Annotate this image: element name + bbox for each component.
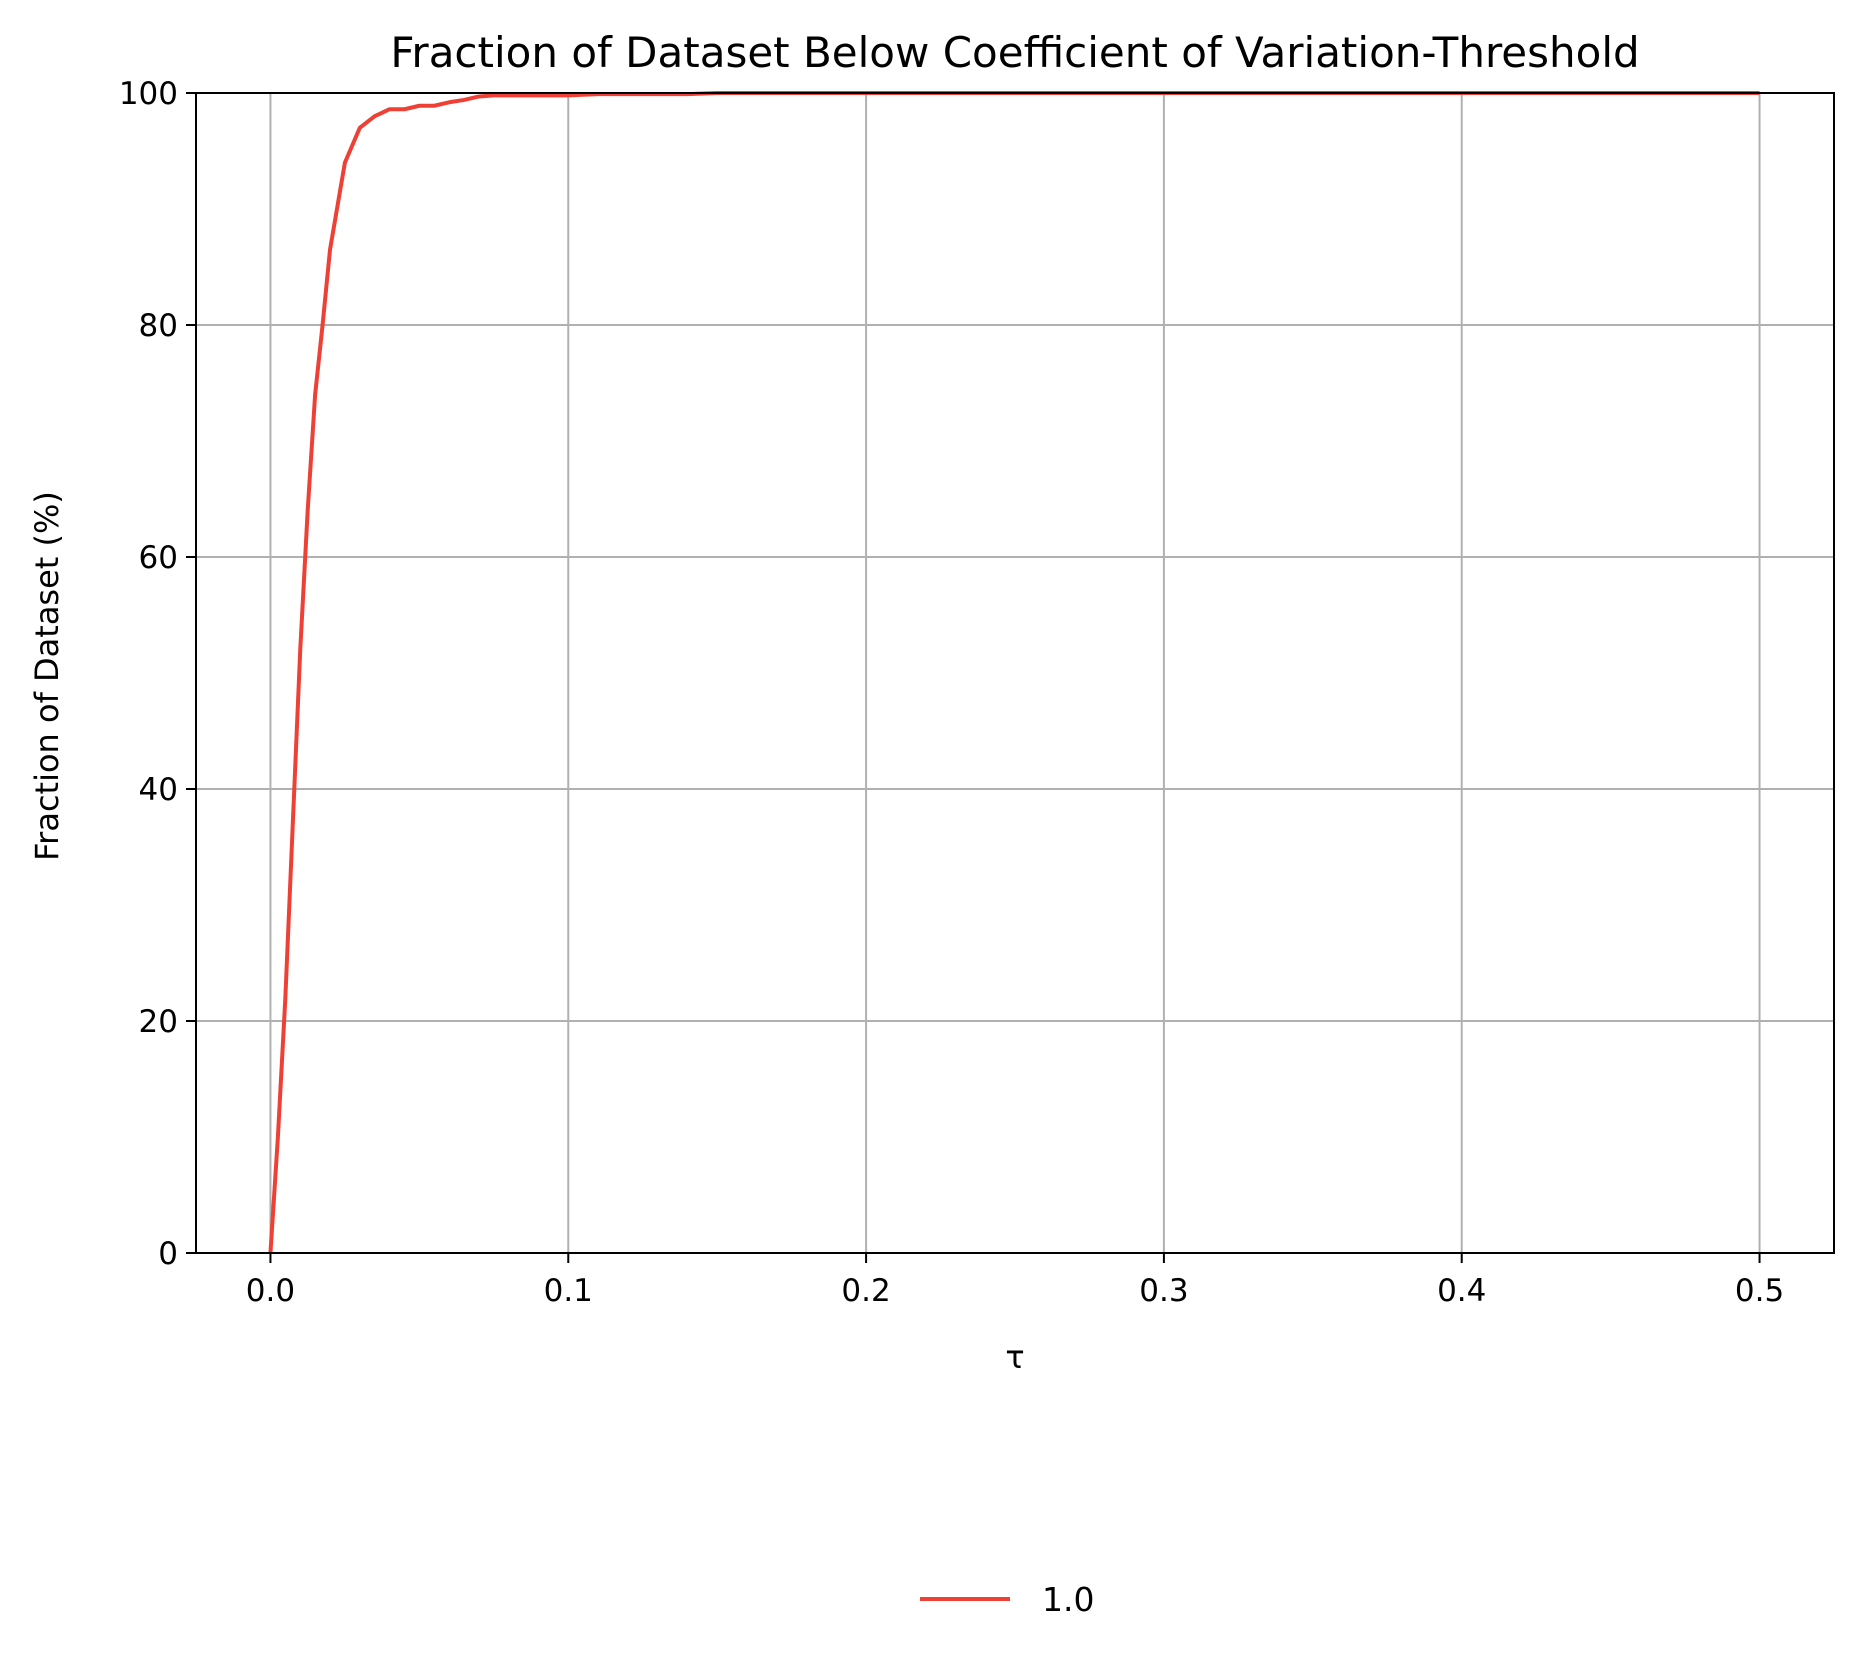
y-axis-label: Fraction of Dataset (%) [28,491,66,861]
series-layer [268,91,1760,1254]
x-tick-label: 0.0 [246,1273,295,1309]
y-tick-label: 60 [139,540,178,576]
x-tick-label: 0.3 [1139,1273,1188,1309]
x-tick-label: 0.4 [1437,1273,1486,1309]
y-tick-label: 80 [139,308,178,344]
chart-title: Fraction of Dataset Below Coefficient of… [390,28,1639,77]
x-axis-label: τ [1005,1338,1024,1376]
y-tick-label: 0 [158,1236,178,1272]
y-tick-label: 20 [139,1004,178,1040]
x-tick-label: 0.2 [841,1273,890,1309]
legend-label: 1.0 [1042,1580,1094,1619]
x-tick-label: 0.1 [544,1273,593,1309]
x-tick-label: 0.5 [1735,1273,1784,1309]
ticks: 0.0 0.1 0.2 0.3 0.4 0.5 0 20 40 60 80 100 [119,76,1784,1309]
series-line-0 [268,91,1760,1254]
y-tick-label: 40 [139,772,178,808]
legend: 1.0 [920,1580,1094,1619]
plot-frame [195,92,1835,1254]
y-tick-label: 100 [119,76,178,112]
